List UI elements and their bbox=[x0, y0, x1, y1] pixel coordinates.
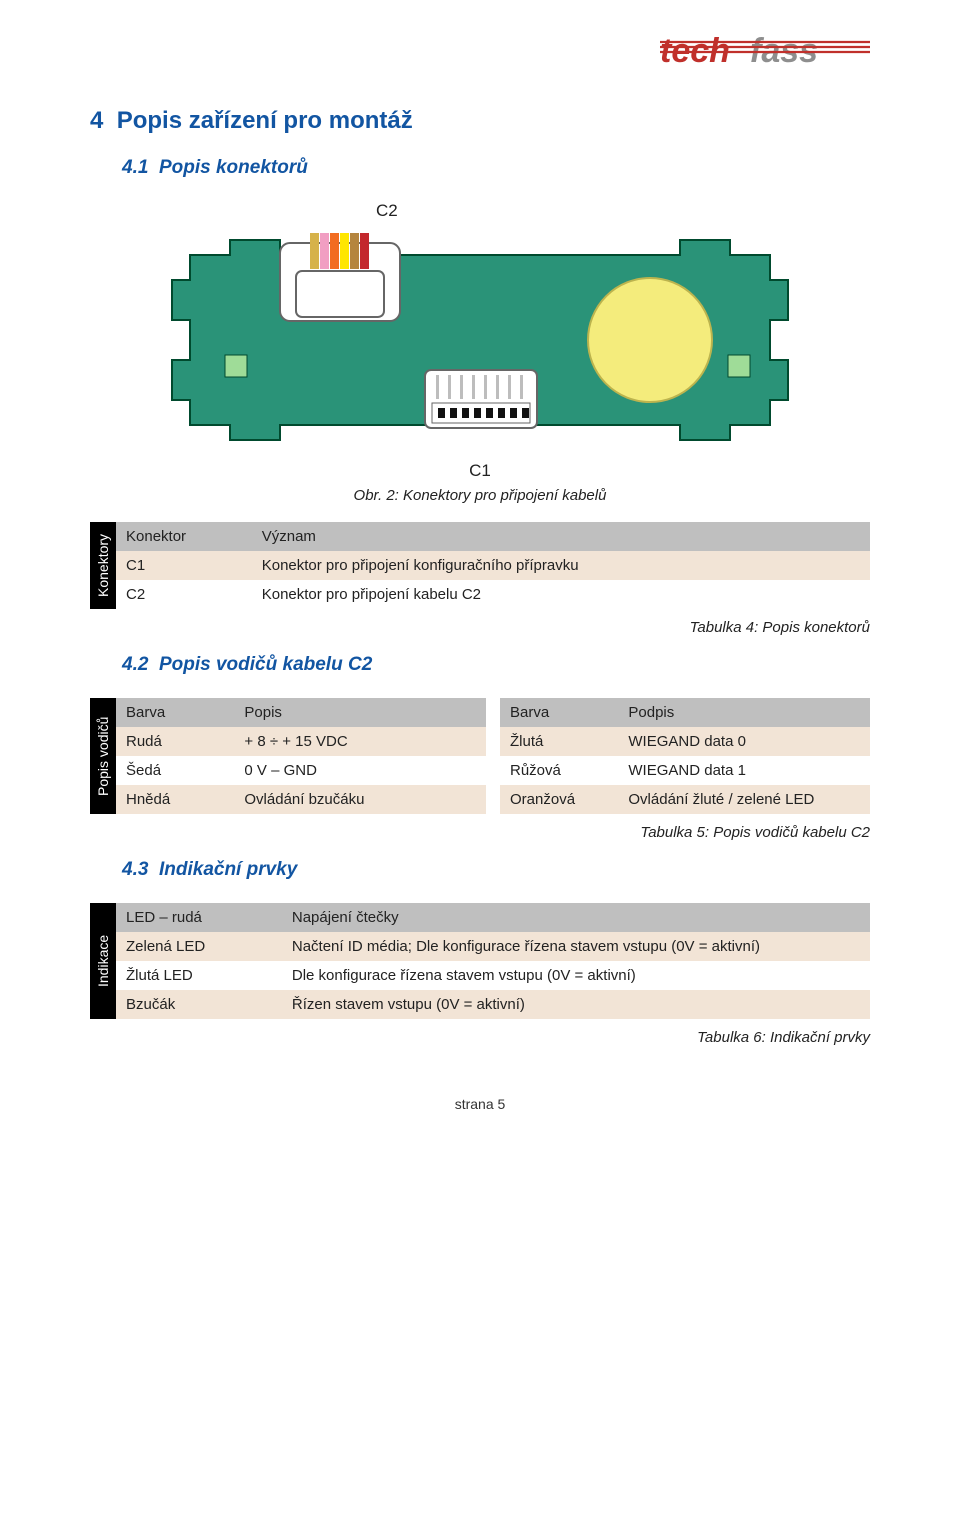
t4-r0c0: C1 bbox=[116, 551, 252, 580]
table4: Konektory Konektor Význam C1 Konektor pr… bbox=[90, 522, 870, 609]
fig-c1-label: C1 bbox=[170, 461, 790, 481]
s41-text: Popis konektorů bbox=[159, 157, 308, 178]
t5L-h0: Barva bbox=[116, 698, 234, 727]
h1-title: 4 Popis zařízení pro montáž bbox=[90, 107, 870, 135]
s42-num: 4.2 bbox=[122, 654, 148, 675]
s42-title: 4.2 Popis vodičů kabelu C2 bbox=[122, 654, 870, 676]
table-row: C1 Konektor pro připojení konfiguračního… bbox=[116, 551, 870, 580]
t5L-h1: Popis bbox=[234, 698, 486, 727]
h1-text: Popis zařízení pro montáž bbox=[117, 107, 413, 134]
table-row: Oranžová Ovládání žluté / zelené LED bbox=[500, 785, 870, 814]
s43-num: 4.3 bbox=[122, 859, 148, 880]
t4-r1c0: C2 bbox=[116, 580, 252, 609]
table-row: Hnědá Ovládání bzučáku bbox=[116, 785, 486, 814]
table-row: C2 Konektor pro připojení kabelu C2 bbox=[116, 580, 870, 609]
t4-h0: Konektor bbox=[116, 522, 252, 551]
s43-text: Indikační prvky bbox=[159, 859, 297, 880]
table-row: Žlutá LED Dle konfigurace řízena stavem … bbox=[116, 961, 870, 990]
table-row: Žlutá WIEGAND data 0 bbox=[500, 727, 870, 756]
page-footer: strana 5 bbox=[90, 1096, 870, 1112]
table-row: Rudá + 8 ÷ + 15 VDC bbox=[116, 727, 486, 756]
t5R-h1: Podpis bbox=[618, 698, 870, 727]
t5-caption: Tabulka 5: Popis vodičů kabelu C2 bbox=[90, 824, 870, 841]
s43-title: 4.3 Indikační prvky bbox=[122, 859, 870, 881]
table6: Indikace LED – rudá Napájení čtečky Zele… bbox=[90, 903, 870, 1019]
t4-r1c1: Konektor pro připojení kabelu C2 bbox=[252, 580, 870, 609]
t4-r0c1: Konektor pro připojení konfiguračního př… bbox=[252, 551, 870, 580]
t5R-h0: Barva bbox=[500, 698, 618, 727]
table-row: Bzučák Řízen stavem vstupu (0V = aktivní… bbox=[116, 990, 870, 1019]
table5: Popis vodičů Barva Popis Rudá + 8 ÷ + 15… bbox=[90, 698, 870, 814]
logo-svg: tech fass bbox=[660, 30, 870, 72]
s41-num: 4.1 bbox=[122, 157, 148, 178]
s42-text: Popis vodičů kabelu C2 bbox=[159, 654, 372, 675]
table-row: Šedá 0 V – GND bbox=[116, 756, 486, 785]
fig-c2-label: C2 bbox=[170, 201, 790, 221]
s41-title: 4.1 Popis konektorů bbox=[122, 157, 870, 179]
t5-sidebar: Popis vodičů bbox=[90, 698, 116, 814]
h1-num: 4 bbox=[90, 107, 103, 134]
t6-caption: Tabulka 6: Indikační prvky bbox=[90, 1029, 870, 1046]
t6-h0: LED – rudá bbox=[116, 903, 282, 932]
t4-h1: Význam bbox=[252, 522, 870, 551]
board-figure bbox=[170, 225, 790, 455]
t4-sidebar: Konektory bbox=[90, 522, 116, 609]
fig-caption: Obr. 2: Konektory pro připojení kabelů bbox=[170, 487, 790, 504]
table-row: Zelená LED Načtení ID média; Dle konfigu… bbox=[116, 932, 870, 961]
t6-sidebar: Indikace bbox=[90, 903, 116, 1019]
logo: tech fass bbox=[90, 30, 870, 77]
t4-caption: Tabulka 4: Popis konektorů bbox=[90, 619, 870, 636]
t6-h1: Napájení čtečky bbox=[282, 903, 870, 932]
table-row: Růžová WIEGAND data 1 bbox=[500, 756, 870, 785]
